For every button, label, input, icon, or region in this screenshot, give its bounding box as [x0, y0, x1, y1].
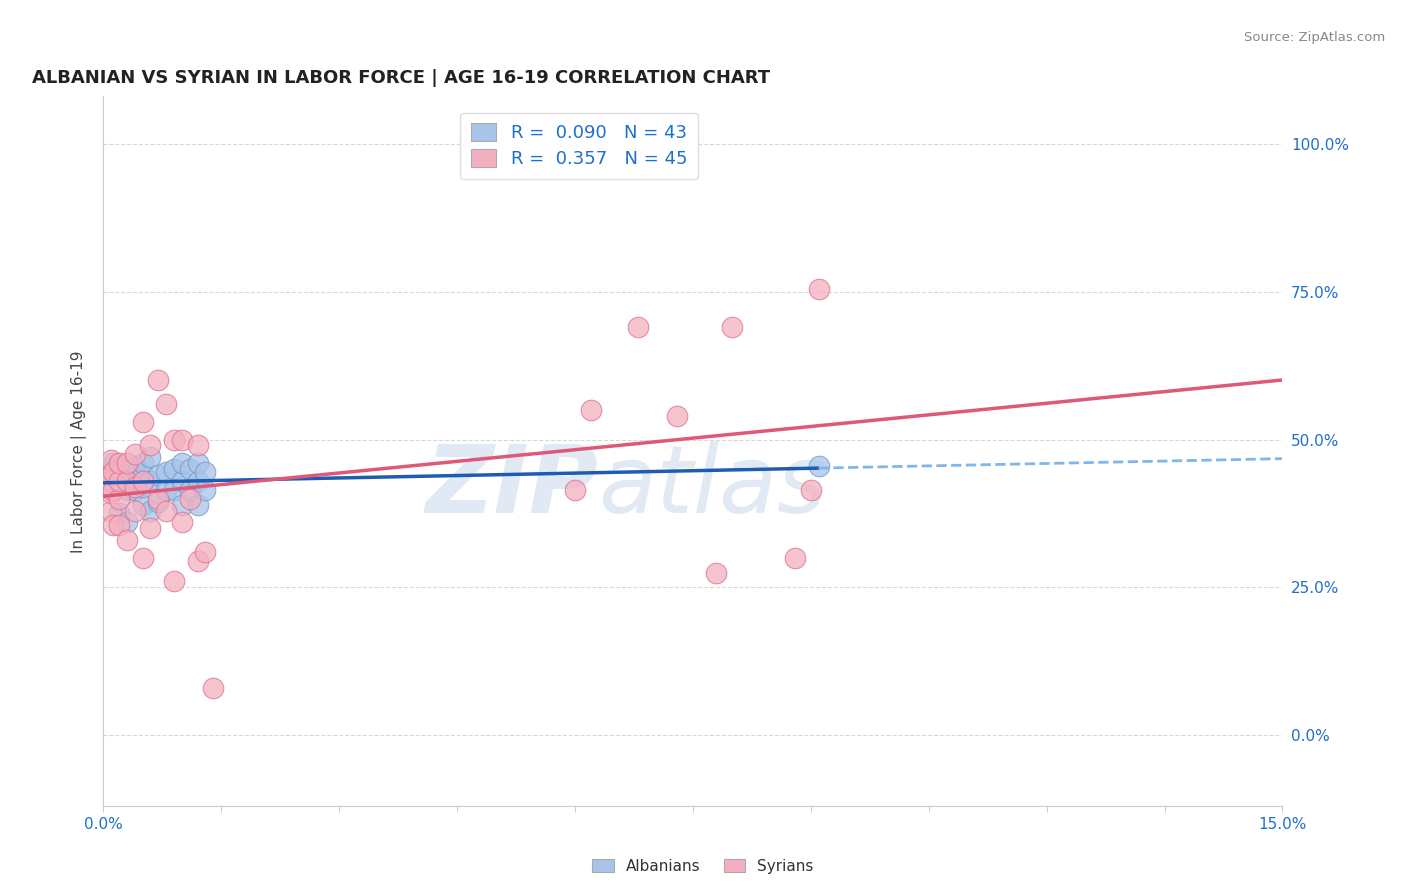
- Point: [103, 465, 125, 479]
- Point: [148, 468, 170, 483]
- Point: [163, 462, 186, 476]
- Point: [115, 483, 138, 497]
- Point: [131, 456, 153, 470]
- Point: [131, 498, 153, 512]
- Text: atlas: atlas: [599, 442, 827, 533]
- Legend: Albanians, Syrians: Albanians, Syrians: [586, 853, 820, 880]
- Point: [108, 465, 131, 479]
- Point: [155, 397, 177, 411]
- Point: [170, 498, 193, 512]
- Point: [807, 282, 830, 296]
- Point: [108, 474, 131, 488]
- Point: [721, 320, 744, 334]
- Point: [100, 485, 122, 500]
- Point: [179, 462, 201, 476]
- Point: [115, 474, 138, 488]
- Point: [108, 456, 131, 470]
- Point: [131, 468, 153, 483]
- Point: [148, 373, 170, 387]
- Point: [155, 483, 177, 497]
- Point: [163, 574, 186, 589]
- Point: [187, 456, 209, 470]
- Point: [103, 468, 125, 483]
- Point: [148, 494, 170, 508]
- Point: [163, 433, 186, 447]
- Point: [115, 462, 138, 476]
- Point: [100, 503, 122, 517]
- Legend: R =  0.090   N = 43, R =  0.357   N = 45: R = 0.090 N = 43, R = 0.357 N = 45: [460, 112, 697, 179]
- Point: [124, 483, 146, 497]
- Point: [179, 483, 201, 497]
- Point: [170, 516, 193, 530]
- Point: [103, 456, 125, 470]
- Point: [139, 438, 162, 452]
- Point: [627, 320, 650, 334]
- Point: [108, 474, 131, 488]
- Point: [100, 453, 122, 467]
- Point: [187, 474, 209, 488]
- Point: [139, 503, 162, 517]
- Point: [124, 459, 146, 474]
- Point: [100, 468, 122, 483]
- Point: [108, 459, 131, 474]
- Point: [100, 474, 122, 488]
- Text: ALBANIAN VS SYRIAN IN LABOR FORCE | AGE 16-19 CORRELATION CHART: ALBANIAN VS SYRIAN IN LABOR FORCE | AGE …: [32, 69, 770, 87]
- Y-axis label: In Labor Force | Age 16-19: In Labor Force | Age 16-19: [72, 350, 87, 553]
- Point: [579, 403, 602, 417]
- Point: [108, 480, 131, 494]
- Point: [108, 518, 131, 533]
- Point: [131, 474, 153, 488]
- Point: [100, 462, 122, 476]
- Point: [103, 483, 125, 497]
- Text: ZIP: ZIP: [426, 441, 599, 533]
- Point: [564, 483, 586, 497]
- Point: [108, 491, 131, 506]
- Point: [187, 554, 209, 568]
- Point: [202, 681, 225, 695]
- Point: [170, 433, 193, 447]
- Point: [124, 447, 146, 461]
- Point: [100, 474, 122, 488]
- Point: [800, 483, 823, 497]
- Point: [194, 545, 217, 559]
- Point: [194, 465, 217, 479]
- Point: [115, 474, 138, 488]
- Point: [139, 474, 162, 488]
- Point: [807, 459, 830, 474]
- Point: [706, 566, 728, 580]
- Point: [155, 503, 177, 517]
- Point: [194, 483, 217, 497]
- Text: Source: ZipAtlas.com: Source: ZipAtlas.com: [1244, 31, 1385, 45]
- Point: [124, 503, 146, 517]
- Point: [170, 474, 193, 488]
- Point: [187, 438, 209, 452]
- Point: [115, 456, 138, 470]
- Point: [124, 480, 146, 494]
- Point: [124, 471, 146, 485]
- Point: [148, 491, 170, 506]
- Point: [100, 468, 122, 483]
- Point: [179, 491, 201, 506]
- Point: [187, 498, 209, 512]
- Point: [108, 507, 131, 521]
- Point: [100, 471, 122, 485]
- Point: [103, 518, 125, 533]
- Point: [131, 415, 153, 429]
- Point: [170, 456, 193, 470]
- Point: [163, 483, 186, 497]
- Point: [131, 480, 153, 494]
- Point: [139, 521, 162, 535]
- Point: [131, 550, 153, 565]
- Point: [115, 533, 138, 547]
- Point: [783, 550, 806, 565]
- Point: [155, 465, 177, 479]
- Point: [139, 450, 162, 465]
- Point: [666, 409, 689, 423]
- Point: [115, 516, 138, 530]
- Point: [100, 483, 122, 497]
